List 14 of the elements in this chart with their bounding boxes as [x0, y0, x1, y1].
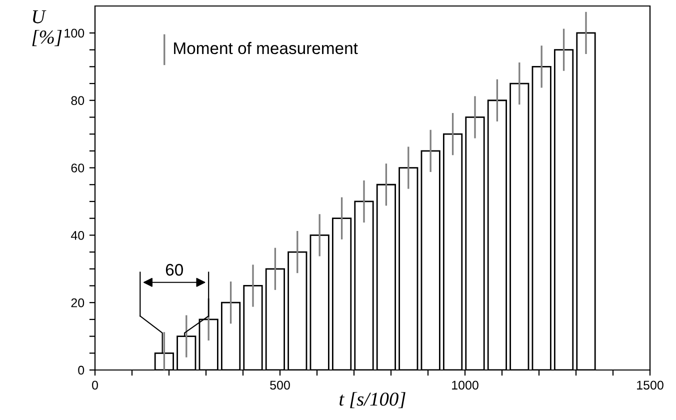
- y-tick-label: 20: [71, 298, 84, 308]
- y-tick-label: 40: [70, 230, 84, 240]
- x-axis-title: t [s/100]: [340, 392, 406, 408]
- annotation: Moment of measurement: [174, 42, 358, 54]
- x-tick-label: 1500: [637, 380, 664, 390]
- y-tick-label: 60: [71, 164, 84, 172]
- x-tick-label: 1000: [452, 380, 478, 390]
- x-tick-label: 500: [270, 380, 290, 390]
- y-tick-label: 80: [71, 96, 84, 106]
- y-tick-label: 100: [64, 28, 84, 38]
- y-axis-title: U [%]: [32, 10, 62, 46]
- x-tick-label: 0: [92, 380, 98, 390]
- annotation: 60: [166, 264, 183, 276]
- y-tick-label: 0: [78, 366, 84, 375]
